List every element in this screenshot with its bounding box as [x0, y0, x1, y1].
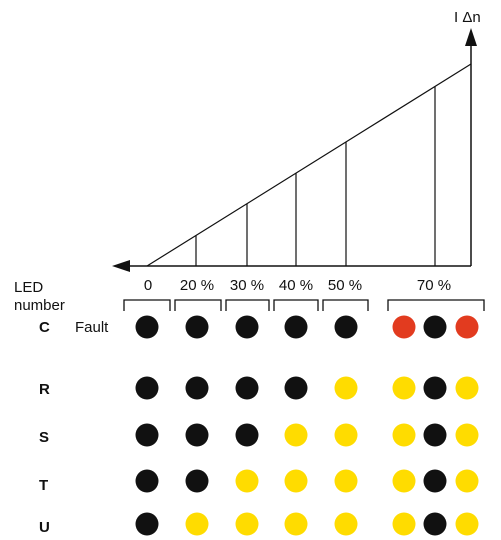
led-u-3-yellow: [284, 512, 308, 536]
vertical-axis-arrow: [465, 28, 477, 46]
led-t-4-yellow: [334, 469, 358, 493]
led-c-5-red: [392, 315, 416, 339]
led-r-7-yellow: [455, 376, 479, 400]
led-u-4-yellow: [334, 512, 358, 536]
led-c-7-red: [455, 315, 479, 339]
led-s-3-yellow: [284, 423, 308, 447]
column-brackets: [123, 299, 485, 311]
led-t-2-yellow: [235, 469, 259, 493]
row-label-c: C: [39, 319, 50, 336]
tick-label-30: 30 %: [230, 277, 264, 294]
led-r-2-black: [235, 376, 259, 400]
led-t-7-yellow: [455, 469, 479, 493]
led-c-2-black: [235, 315, 259, 339]
led-s-5-yellow: [392, 423, 416, 447]
led-t-0-black: [135, 469, 159, 493]
led-u-0-black: [135, 512, 159, 536]
bracket-50: [322, 299, 369, 311]
fault-label: Fault: [75, 319, 109, 336]
row-label-t: T: [39, 477, 48, 494]
led-t-3-yellow: [284, 469, 308, 493]
led-s-2-black: [235, 423, 259, 447]
led-t-6-black: [423, 469, 447, 493]
led-u-2-yellow: [235, 512, 259, 536]
row-label-s: S: [39, 429, 49, 446]
tick-label-20: 20 %: [180, 277, 214, 294]
led-r-6-black: [423, 376, 447, 400]
led-t-1-black: [185, 469, 209, 493]
led-c-6-black: [423, 315, 447, 339]
led-s-1-black: [185, 423, 209, 447]
row-label-u: U: [39, 519, 50, 536]
led-u-5-yellow: [392, 512, 416, 536]
led-u-1-yellow: [185, 512, 209, 536]
led-c-0-black: [135, 315, 159, 339]
led-c-3-black: [284, 315, 308, 339]
led-r-0-black: [135, 376, 159, 400]
bracket-0: [123, 299, 171, 311]
led-r-3-black: [284, 376, 308, 400]
led-r-4-yellow: [334, 376, 358, 400]
led-r-5-yellow: [392, 376, 416, 400]
led-s-6-black: [423, 423, 447, 447]
tick-label-50: 50 %: [328, 277, 362, 294]
horizontal-axis-arrow: [112, 260, 130, 272]
row-label-r: R: [39, 381, 50, 398]
led-grid: [135, 315, 479, 536]
led-label-line2: number: [14, 297, 65, 314]
tick-label-40: 40 %: [279, 277, 313, 294]
bracket-30: [225, 299, 270, 311]
bracket-20: [174, 299, 222, 311]
led-s-7-yellow: [455, 423, 479, 447]
bracket-70: [387, 299, 485, 311]
led-c-4-black: [334, 315, 358, 339]
ramp-line: [146, 63, 472, 267]
led-label-line1: LED: [14, 279, 43, 296]
bracket-40: [273, 299, 319, 311]
led-u-7-yellow: [455, 512, 479, 536]
led-t-5-yellow: [392, 469, 416, 493]
tick-label-0: 0: [144, 277, 152, 294]
led-s-0-black: [135, 423, 159, 447]
led-c-1-black: [185, 315, 209, 339]
led-u-6-black: [423, 512, 447, 536]
tick-label-70: 70 %: [417, 277, 451, 294]
axis-label: I Δn: [454, 9, 481, 26]
led-r-1-black: [185, 376, 209, 400]
led-s-4-yellow: [334, 423, 358, 447]
